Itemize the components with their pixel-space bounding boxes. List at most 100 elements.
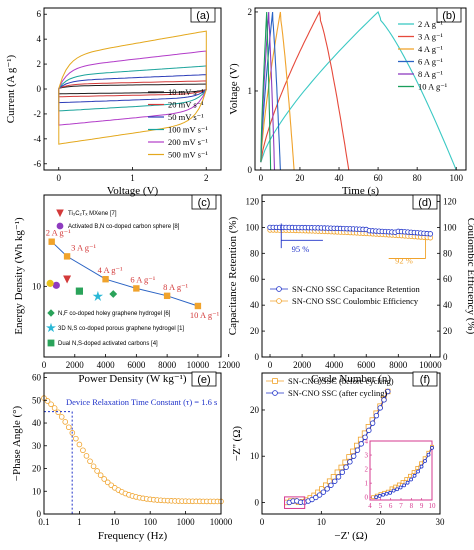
- nyquist-point: [320, 489, 327, 495]
- y-tick-label: 2: [37, 59, 42, 69]
- y-axis-label: −Z'' (Ω): [231, 426, 243, 461]
- y-tick-label: 20: [250, 405, 260, 415]
- inset-point: [391, 488, 396, 493]
- x-tick-label: 10000: [210, 517, 233, 527]
- y-axis-label: Energy Density (Wh kg⁻¹): [13, 217, 25, 335]
- legend-label: 8 A g⁻¹: [418, 69, 443, 79]
- nyquist-point: [357, 436, 364, 443]
- inset-y-tick-label: 4: [365, 438, 369, 446]
- x-tick-label: 0: [57, 173, 62, 183]
- x-tick-label: 2000: [66, 360, 85, 370]
- inset-point: [400, 480, 405, 484]
- phase-point: [73, 435, 79, 442]
- plot-frame: [261, 372, 441, 515]
- nyquist-point: [354, 447, 361, 453]
- point-label: 2 A g⁻¹: [46, 228, 71, 238]
- nyquist-point: [366, 427, 372, 434]
- nyquist-point: [347, 459, 353, 465]
- inset-point: [388, 490, 393, 495]
- x-tick-label: 6000: [357, 360, 376, 370]
- x-axis-label: −Z' (Ω): [334, 530, 367, 542]
- x-tick-label: 100: [449, 173, 463, 183]
- inset-point: [381, 492, 386, 497]
- legend-label: N,F co-doped holey graphene hydrogel [6]: [58, 311, 171, 317]
- panel-label-box: [436, 7, 462, 23]
- ragone-point: [63, 253, 71, 260]
- panel-label: (b): [442, 10, 455, 22]
- legend-marker: [276, 298, 282, 304]
- phase-point: [83, 453, 90, 459]
- phase-point: [44, 398, 51, 404]
- panel-b: 0 20 40 60 80 100 0 1 2 Time (s) Voltage (V) (b)2 A…: [228, 7, 467, 197]
- x-tick-label: 0: [260, 517, 265, 527]
- inset-point: [384, 491, 389, 496]
- nyquist-point: [330, 474, 337, 480]
- nyquist-point: [342, 459, 348, 465]
- legend-label: SN-CNO SSC (after cycling): [288, 388, 388, 398]
- literature-point: [52, 281, 60, 289]
- literature-point: [75, 287, 83, 295]
- legend-marker: [276, 286, 282, 292]
- y-tick-label: 30: [32, 441, 42, 451]
- inset-x-tick-label: 9: [420, 502, 424, 510]
- inset-point: [409, 477, 413, 482]
- x-tick-label: 8000: [158, 360, 177, 370]
- inset-y-tick-label: 1: [365, 480, 369, 488]
- y-axis-label: Capacitance Retention (%): [227, 216, 239, 335]
- x-tick-label: 10: [110, 517, 120, 527]
- x-axis-label: Frequency (Hz): [98, 530, 168, 542]
- inset-point: [404, 477, 409, 482]
- inset-point: [423, 459, 427, 463]
- x-tick-label: 0: [42, 360, 47, 370]
- legend-label: 500 mV s⁻¹: [168, 150, 208, 160]
- legend-label: 10 A g⁻¹: [418, 82, 448, 92]
- phase-point: [87, 458, 93, 465]
- x-tick-label: 0: [259, 173, 264, 183]
- x-tick-label: 4000: [325, 360, 344, 370]
- x-tick-label: 6000: [127, 360, 146, 370]
- phase-point: [94, 468, 100, 474]
- inset-point: [374, 495, 379, 500]
- gcd-curve: [260, 11, 457, 171]
- legend-label: 20 mV s⁻¹: [168, 100, 204, 110]
- y-tick-label: 0: [255, 497, 260, 507]
- y-tick-label: 100: [443, 222, 457, 232]
- y-tick-label: 120: [443, 196, 457, 206]
- inset-point: [389, 486, 394, 491]
- x-tick-label: 100: [143, 517, 157, 527]
- literature-point: [92, 290, 104, 301]
- y-axis-label: Coulombic Efficiency (%): [465, 218, 474, 335]
- inset-y-tick-label: 3: [365, 452, 369, 460]
- y-tick-label: 20: [443, 326, 453, 336]
- inset-point: [396, 482, 401, 487]
- inset-point: [415, 466, 420, 470]
- inset-point: [395, 487, 400, 492]
- x-tick-label: 60: [374, 173, 384, 183]
- legend-label: 200 mV s⁻¹: [168, 137, 208, 147]
- nyquist-point: [313, 494, 319, 501]
- inset-point: [371, 495, 376, 500]
- inset-point: [398, 485, 403, 490]
- y-tick-label: 20: [250, 326, 260, 336]
- gcd-curve: [260, 11, 276, 171]
- legend-label: 2 A g⁻¹: [418, 19, 443, 29]
- plot-frame: [43, 194, 222, 358]
- relaxation-annotation: Device Relaxation Time Constant (τ) = 1.…: [66, 397, 217, 407]
- x-tick-label: 4000: [97, 360, 116, 370]
- x-tick-label: 2000: [293, 360, 312, 370]
- nyquist-point: [350, 448, 356, 455]
- panel-label-box: [191, 371, 217, 387]
- ragone-point: [48, 238, 55, 245]
- y-tick-label: 0: [248, 165, 253, 175]
- point-label: 6 A g⁻¹: [130, 274, 155, 284]
- nyquist-point: [377, 405, 383, 411]
- panel-a: 0 1 2 -6 -4 -2 0 2 4 6 Voltage (V) Current (A g⁻¹) (…: [5, 7, 222, 197]
- x-tick-label: 0: [268, 360, 273, 370]
- phase-point: [104, 479, 111, 486]
- nyquist-point: [335, 474, 342, 480]
- panel-label: (f): [420, 374, 430, 386]
- ragone-point: [194, 302, 202, 310]
- x-tick-label: 10000: [187, 360, 210, 370]
- phase-point: [90, 463, 97, 470]
